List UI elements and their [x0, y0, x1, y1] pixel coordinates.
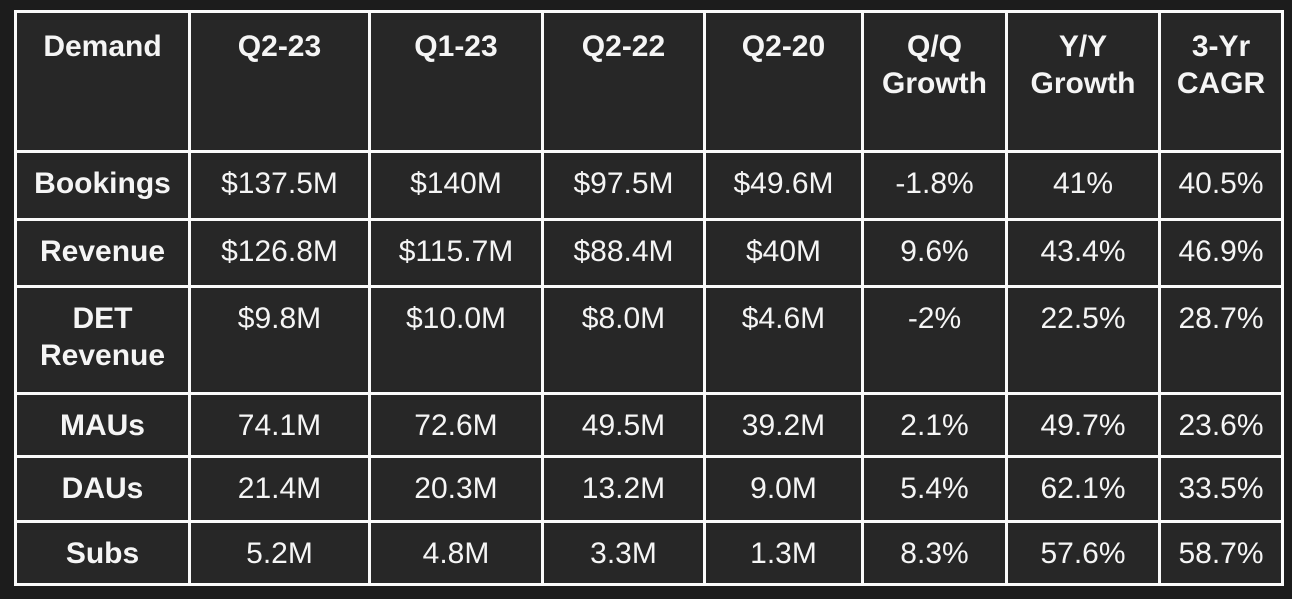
cell-revenue-3-yr-cagr: 46.9%	[1158, 218, 1284, 288]
cell-subs-q2-22: 3.3M	[541, 520, 706, 586]
cell-revenue-q2-20: $40M	[703, 218, 864, 288]
row-label-maus: MAUs	[14, 392, 191, 458]
cell-det-revenue-3-yr-cagr: 28.7%	[1158, 285, 1284, 395]
column-header-q2-20: Q2-20	[703, 10, 864, 153]
cell-daus-q2-22: 13.2M	[541, 455, 706, 523]
column-header-q2-23: Q2-23	[188, 10, 371, 153]
cell-det-revenue-q1-23: $10.0M	[368, 285, 544, 395]
cell-maus-q-q-growth: 2.1%	[861, 392, 1008, 458]
table-row-maus: MAUs 74.1M 72.6M 49.5M 39.2M 2.1% 49.7% 23.6%	[14, 392, 1284, 458]
cell-maus-q1-23: 72.6M	[368, 392, 544, 458]
cell-daus-q-q-growth: 5.4%	[861, 455, 1008, 523]
table-row-bookings: Bookings $137.5M $140M $97.5M $49.6M -1.8% 41%…	[14, 150, 1284, 221]
header-row: Demand Q2-23 Q1-23 Q2-22 Q2-20 Q/Q Growth Y/Y …	[14, 10, 1284, 153]
cell-revenue-y-y-growth: 43.4%	[1005, 218, 1161, 288]
cell-daus-q1-23: 20.3M	[368, 455, 544, 523]
cell-subs-q2-20: 1.3M	[703, 520, 864, 586]
table-row-subs: Subs 5.2M 4.8M 3.3M 1.3M 8.3% 57.6% 58.7%	[14, 520, 1284, 586]
row-label-daus: DAUs	[14, 455, 191, 523]
cell-det-revenue-q2-20: $4.6M	[703, 285, 864, 395]
cell-subs-3-yr-cagr: 58.7%	[1158, 520, 1284, 586]
cell-bookings-3-yr-cagr: 40.5%	[1158, 150, 1284, 221]
cell-bookings-y-y-growth: 41%	[1005, 150, 1161, 221]
cell-maus-q2-22: 49.5M	[541, 392, 706, 458]
cell-daus-q2-23: 21.4M	[188, 455, 371, 523]
row-label-revenue: Revenue	[14, 218, 191, 288]
cell-daus-y-y-growth: 62.1%	[1005, 455, 1161, 523]
cell-det-revenue-q2-22: $8.0M	[541, 285, 706, 395]
cell-bookings-q-q-growth: -1.8%	[861, 150, 1008, 221]
row-label-bookings: Bookings	[14, 150, 191, 221]
cell-maus-y-y-growth: 49.7%	[1005, 392, 1161, 458]
cell-subs-y-y-growth: 57.6%	[1005, 520, 1161, 586]
cell-bookings-q1-23: $140M	[368, 150, 544, 221]
cell-revenue-q2-22: $88.4M	[541, 218, 706, 288]
cell-daus-q2-20: 9.0M	[703, 455, 864, 523]
cell-maus-3-yr-cagr: 23.6%	[1158, 392, 1284, 458]
cell-bookings-q2-23: $137.5M	[188, 150, 371, 221]
column-header-q-q-growth: Q/Q Growth	[861, 10, 1008, 153]
cell-bookings-q2-22: $97.5M	[541, 150, 706, 221]
cell-bookings-q2-20: $49.6M	[703, 150, 864, 221]
table-body: Bookings $137.5M $140M $97.5M $49.6M -1.8% 41%…	[14, 150, 1284, 586]
cell-det-revenue-q2-23: $9.8M	[188, 285, 371, 395]
column-header-q2-22: Q2-22	[541, 10, 706, 153]
column-header-demand: Demand	[14, 10, 191, 153]
cell-maus-q2-23: 74.1M	[188, 392, 371, 458]
table-row-daus: DAUs 21.4M 20.3M 13.2M 9.0M 5.4% 62.1% 33.5%	[14, 455, 1284, 523]
table-row-det-revenue: DET Revenue $9.8M $10.0M $8.0M $4.6M -2% 22.5%…	[14, 285, 1284, 395]
column-header-3-yr-cagr: 3-Yr CAGR	[1158, 10, 1284, 153]
demand-metrics-table: Demand Q2-23 Q1-23 Q2-22 Q2-20 Q/Q Growth Y/Y …	[14, 10, 1284, 586]
cell-revenue-q2-23: $126.8M	[188, 218, 371, 288]
cell-subs-q2-23: 5.2M	[188, 520, 371, 586]
row-label-det-revenue: DET Revenue	[14, 285, 191, 395]
table-row-revenue: Revenue $126.8M $115.7M $88.4M $40M 9.6% 43.4%…	[14, 218, 1284, 288]
column-header-q1-23: Q1-23	[368, 10, 544, 153]
cell-revenue-q1-23: $115.7M	[368, 218, 544, 288]
cell-det-revenue-q-q-growth: -2%	[861, 285, 1008, 395]
cell-daus-3-yr-cagr: 33.5%	[1158, 455, 1284, 523]
cell-subs-q1-23: 4.8M	[368, 520, 544, 586]
cell-subs-q-q-growth: 8.3%	[861, 520, 1008, 586]
cell-maus-q2-20: 39.2M	[703, 392, 864, 458]
row-label-subs: Subs	[14, 520, 191, 586]
cell-det-revenue-y-y-growth: 22.5%	[1005, 285, 1161, 395]
cell-revenue-q-q-growth: 9.6%	[861, 218, 1008, 288]
column-header-y-y-growth: Y/Y Growth	[1005, 10, 1161, 153]
